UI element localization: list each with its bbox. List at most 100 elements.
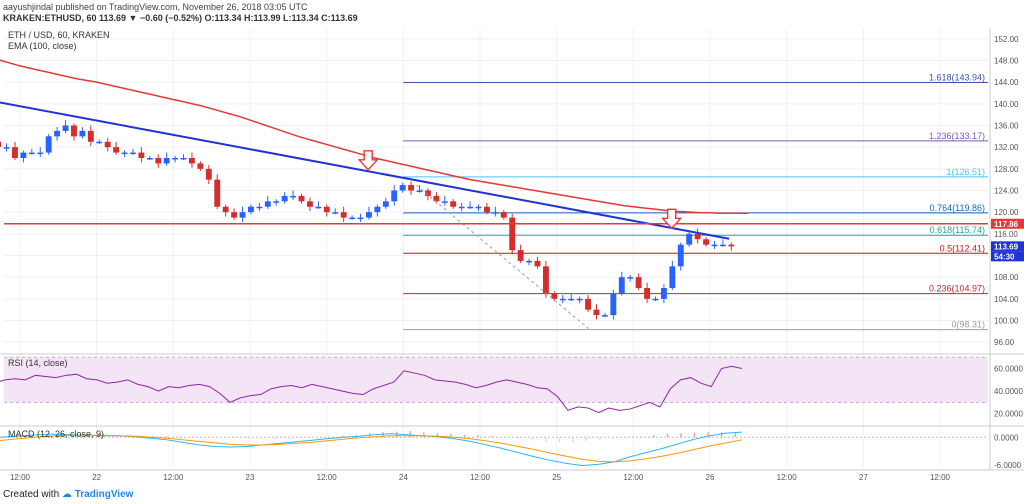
candle: [542, 266, 549, 294]
candle: [62, 125, 69, 131]
price-tick-label: 148.00: [994, 57, 1019, 66]
candle: [138, 152, 145, 158]
price-tick-label: 116.00: [994, 230, 1018, 239]
candle: [298, 195, 305, 202]
price-axis: 96.00100.00104.00108.00112.00116.00120.0…: [991, 35, 1024, 470]
candle: [568, 298, 575, 301]
candle: [644, 288, 651, 299]
fib-level-label: 0.618(115.74): [930, 225, 985, 235]
candle: [669, 266, 676, 288]
candle: [551, 293, 558, 299]
ema-legend: EMA (100, close): [8, 41, 77, 51]
time-tick-label: 12:00: [777, 473, 798, 482]
time-tick-label: 12:00: [623, 473, 644, 482]
candle: [576, 298, 583, 301]
fibonacci-levels: 1.618(143.94) 1.236(133.17) 1(126.51) 0.764…: [403, 72, 988, 331]
candle: [130, 152, 136, 155]
tradingview-logo-icon: ☁: [61, 489, 72, 500]
candle: [54, 130, 61, 137]
candle: [273, 201, 280, 203]
candle: [264, 201, 271, 207]
price-tick-label: 136.00: [994, 122, 1019, 131]
ema-100-line: [0, 59, 749, 214]
candle: [424, 190, 431, 196]
candle: [458, 206, 465, 209]
time-tick-label: 27: [859, 473, 868, 482]
candle: [163, 158, 170, 164]
candle: [172, 158, 179, 160]
candle: [686, 233, 693, 245]
down-arrow-icon: [661, 208, 683, 230]
rsi-line: [0, 365, 743, 414]
rsi-band: [4, 357, 988, 403]
candle: [332, 212, 339, 214]
candle: [28, 152, 35, 155]
bearish-trendline: [0, 101, 730, 240]
fib-level-label: 1.236(133.17): [929, 131, 985, 141]
candle: [104, 141, 111, 148]
candle: [315, 206, 322, 209]
price-tick-label: 96.00: [994, 338, 1015, 347]
candle: [635, 277, 642, 288]
rsi-tick-label: 20.0000: [994, 410, 1023, 419]
candle: [382, 201, 389, 207]
candle: [96, 141, 103, 144]
candle: [467, 206, 474, 209]
candle: [509, 217, 516, 251]
candle: [416, 190, 423, 192]
fib-level-label: 0.236(104.97): [929, 284, 985, 294]
price-tick-label: 144.00: [994, 78, 1019, 87]
dashed-projection-line: [415, 184, 589, 330]
last-price-tag: 113.69: [994, 242, 1019, 251]
macd-tick-label: -6.0000: [994, 461, 1022, 470]
fib-level-label: 0.764(119.86): [930, 203, 985, 213]
price-tick-label: 152.00: [994, 35, 1019, 44]
resistance-price-tag: 117.86: [994, 220, 1019, 229]
candle: [374, 206, 381, 213]
candlestick-series: [0, 120, 735, 320]
candle: [408, 185, 415, 191]
price-tick-label: 108.00: [994, 273, 1019, 282]
candle: [483, 206, 490, 213]
tradingview-brand[interactable]: TradingView: [74, 489, 134, 500]
candle: [492, 212, 499, 214]
candle: [214, 179, 221, 207]
price-tick-label: 132.00: [994, 143, 1019, 152]
candle: [365, 212, 372, 218]
time-tick-label: 12:00: [930, 473, 951, 482]
macd-tick-label: 0.0000: [994, 433, 1019, 442]
candle: [441, 201, 448, 203]
rsi-tick-label: 40.0000: [994, 387, 1023, 396]
candle: [197, 163, 204, 169]
candle: [113, 147, 120, 153]
candle: [12, 147, 18, 158]
countdown-tag: 54:30: [994, 252, 1015, 261]
candle: [121, 152, 128, 155]
rsi-pane: [0, 356, 988, 414]
fib-level-label: 0.5(112.41): [940, 243, 985, 253]
candle: [450, 201, 457, 207]
candle: [728, 244, 735, 247]
candle: [205, 168, 212, 180]
candle: [323, 206, 330, 213]
candle: [711, 244, 718, 247]
candle: [20, 152, 27, 158]
candle: [593, 309, 600, 316]
created-with-label: Created with: [3, 489, 60, 500]
macd-pane: [0, 431, 988, 466]
candle: [517, 250, 524, 261]
candle: [703, 239, 710, 245]
candle: [610, 293, 617, 316]
candle: [231, 212, 238, 218]
candle: [180, 158, 187, 160]
candle: [677, 244, 684, 267]
candle: [534, 260, 541, 267]
candle: [79, 130, 86, 137]
last-price-tag-box: [991, 241, 1024, 252]
candle: [281, 195, 288, 202]
candle: [45, 136, 52, 153]
candle: [601, 315, 608, 317]
price-tick-label: 120.00: [994, 208, 1019, 217]
fib-level-label: 1.618(143.94): [929, 72, 985, 82]
